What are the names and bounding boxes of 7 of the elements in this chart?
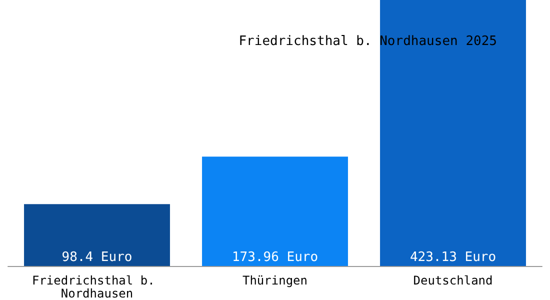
x-tick-label: Thüringen [242,274,308,288]
text: Friedrichsthal b. Nordhausen 2025 [238,34,497,49]
data-label: 98.4 Euro [62,250,132,265]
x-tick-label: Deutschland [413,274,493,288]
data-label: 173.96 Euro [232,250,318,265]
data-label: 423.13 Euro [410,250,496,265]
x-tick-label: Friedrichsthal b. Nordhausen [32,274,162,300]
